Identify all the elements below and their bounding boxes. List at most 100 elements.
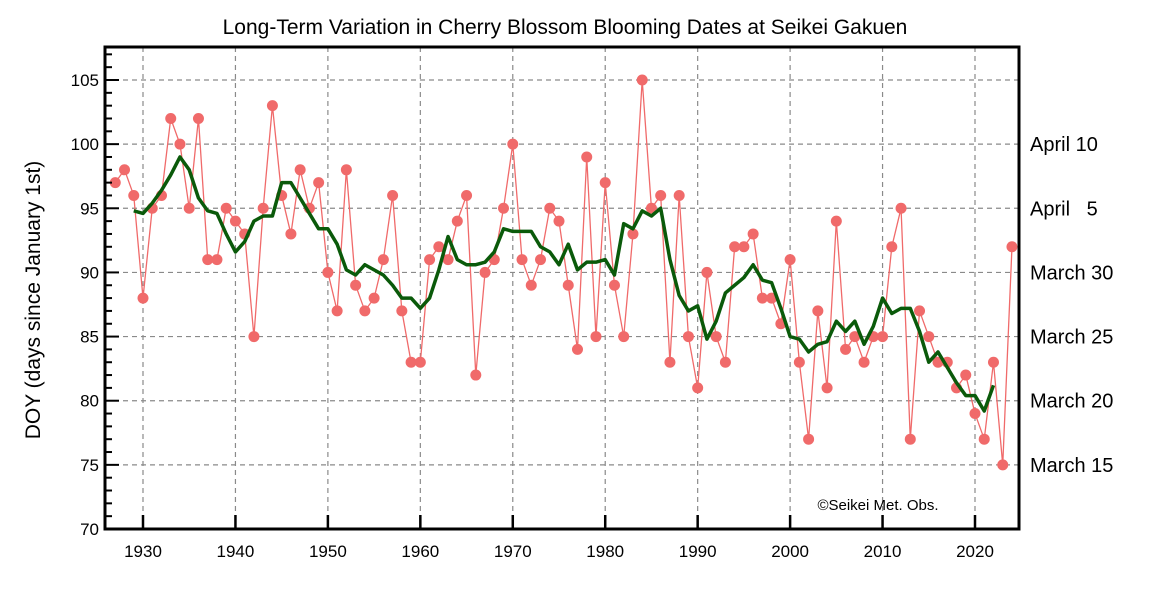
data-point — [387, 189, 399, 201]
y-tick-label: 85 — [80, 328, 99, 347]
data-point — [747, 228, 759, 240]
data-point — [997, 459, 1009, 471]
data-point — [701, 266, 713, 278]
data-point — [424, 254, 436, 266]
data-point — [756, 292, 768, 304]
y-tick-label: 90 — [80, 263, 99, 282]
data-point — [165, 112, 177, 124]
x-tick-label: 2000 — [771, 542, 809, 561]
data-point — [729, 241, 741, 253]
grid — [105, 47, 1019, 529]
data-point — [313, 177, 325, 189]
x-tick-labels: 1930 1940 1950 1960 1970 1980 1990 2000 2010 2020 — [124, 542, 994, 561]
data-point — [1006, 241, 1018, 253]
x-tick-label: 1930 — [124, 542, 162, 561]
data-point — [257, 202, 269, 214]
data-point — [192, 112, 204, 124]
data-point — [877, 331, 889, 343]
data-point — [294, 164, 306, 176]
right-date-label: March 25 — [1030, 327, 1113, 349]
x-tick-label: 2010 — [864, 542, 902, 561]
data-point — [433, 241, 445, 253]
moving-average-line — [133, 155, 996, 413]
chart-title: Long-Term Variation in Cherry Blossom Bl… — [223, 16, 908, 39]
right-date-label: March 20 — [1030, 391, 1113, 413]
right-date-label: April 10 — [1030, 134, 1098, 156]
data-point — [368, 292, 380, 304]
x-tick-label: 1940 — [217, 542, 255, 561]
y-tick-label: 100 — [71, 135, 99, 154]
x-tick-label: 1980 — [586, 542, 624, 561]
right-date-label: March 15 — [1030, 455, 1113, 477]
data-point — [738, 241, 750, 253]
data-point — [969, 408, 981, 420]
axis-ticks — [105, 53, 977, 530]
x-tick-label: 2020 — [956, 542, 994, 561]
data-point — [322, 266, 334, 278]
data-point — [442, 254, 454, 266]
data-point — [886, 241, 898, 253]
data-point — [396, 305, 408, 317]
data-point — [183, 202, 195, 214]
data-point — [248, 331, 260, 343]
data-point — [923, 331, 935, 343]
right-date-label: March 30 — [1030, 262, 1113, 284]
data-point — [812, 305, 824, 317]
data-point — [516, 254, 528, 266]
y-tick-label: 75 — [80, 456, 99, 475]
data-point — [895, 202, 907, 214]
data-point — [525, 279, 537, 291]
data-point — [840, 343, 852, 355]
data-point — [830, 215, 842, 227]
y-tick-label: 105 — [71, 71, 99, 90]
x-tick-label: 1960 — [401, 542, 439, 561]
data-point — [553, 215, 565, 227]
data-point — [599, 177, 611, 189]
data-point — [119, 164, 131, 176]
data-point — [590, 331, 602, 343]
y-tick-label: 80 — [80, 392, 99, 411]
data-point — [350, 279, 362, 291]
data-point — [470, 369, 482, 381]
data-point — [220, 202, 232, 214]
y-axis-label: DOY (days since January 1st) — [22, 161, 45, 440]
data-point — [109, 177, 121, 189]
data-point — [285, 228, 297, 240]
data-point — [562, 279, 574, 291]
data-point — [784, 254, 796, 266]
data-point — [664, 356, 676, 368]
right-date-labels: April 10 April 5 March 30 March 25 March 20 M… — [1030, 134, 1113, 477]
data-point — [719, 356, 731, 368]
y-tick-label: 95 — [80, 199, 99, 218]
data-point — [377, 254, 389, 266]
y-tick-label: 70 — [80, 520, 99, 539]
data-point — [655, 189, 667, 201]
data-point — [849, 331, 861, 343]
data-point — [202, 254, 214, 266]
data-point — [636, 74, 648, 86]
data-point — [535, 254, 547, 266]
y-tick-labels: 70 75 80 85 90 95 100 105 — [71, 71, 99, 539]
data-point — [211, 254, 223, 266]
data-point — [128, 189, 140, 201]
data-point — [793, 356, 805, 368]
data-point — [359, 305, 371, 317]
x-tick-label: 1970 — [494, 542, 532, 561]
data-point — [498, 202, 510, 214]
data-point — [904, 433, 916, 445]
data-point — [331, 305, 343, 317]
data-point — [987, 356, 999, 368]
plot-frame — [103, 45, 1021, 531]
x-tick-label: 1990 — [679, 542, 717, 561]
right-date-label: April 5 — [1030, 198, 1098, 220]
data-point — [682, 331, 694, 343]
data-point — [405, 356, 417, 368]
data-point — [618, 331, 630, 343]
data-point — [914, 305, 926, 317]
data-point — [571, 343, 583, 355]
data-point — [627, 228, 639, 240]
data-point — [608, 279, 620, 291]
data-point — [645, 202, 657, 214]
credit-annotation: ©Seikei Met. Obs. — [817, 497, 938, 514]
